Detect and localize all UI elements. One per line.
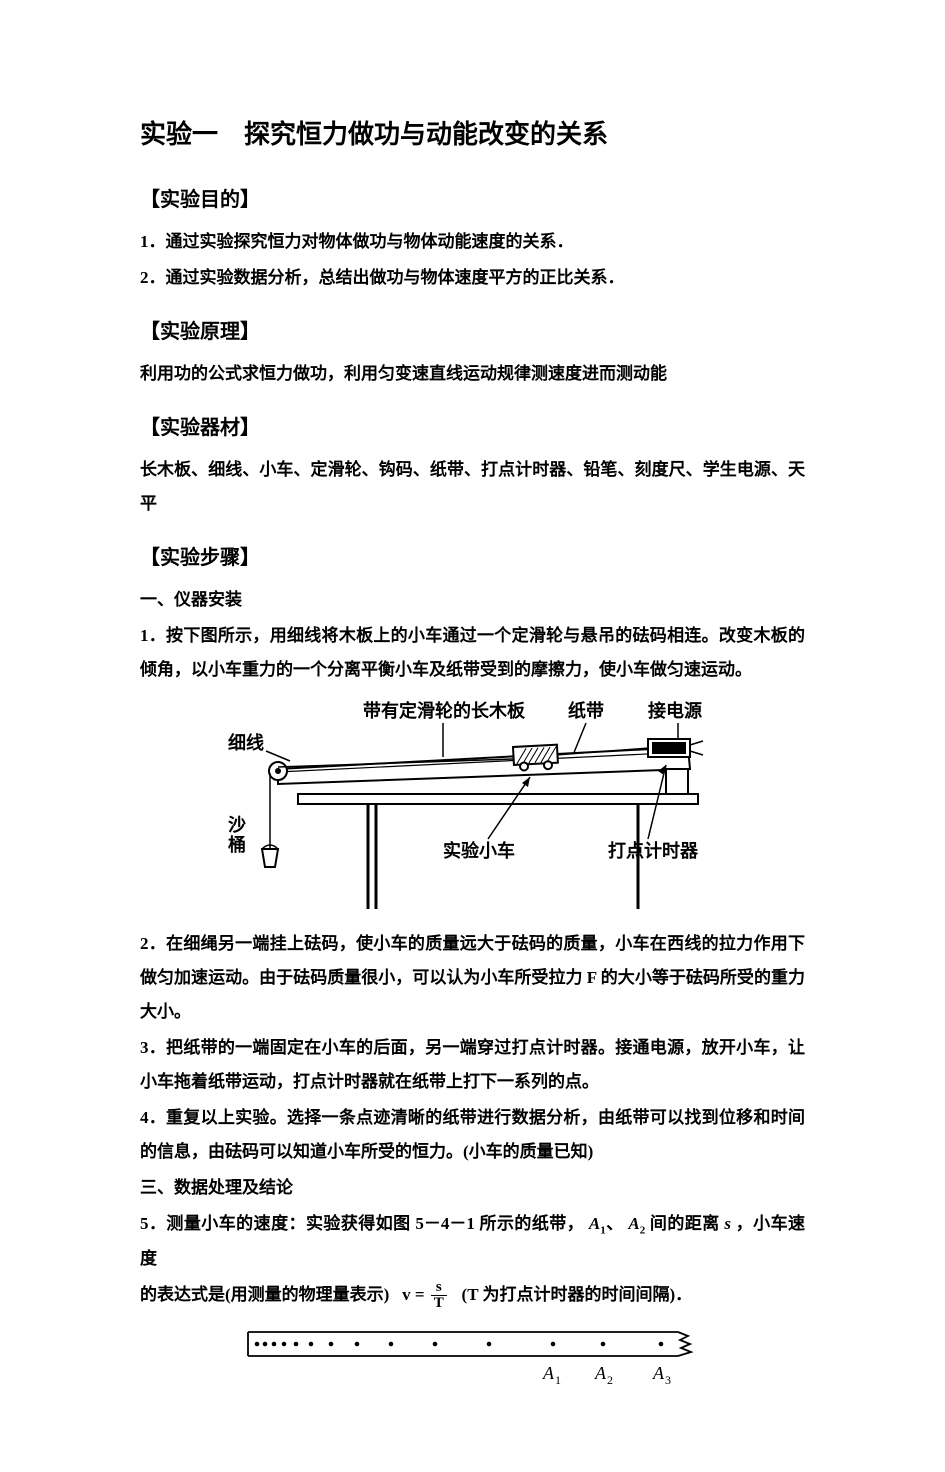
tape-label-A1: A [542, 1363, 555, 1383]
label-bucket-2: 桶 [228, 834, 246, 855]
label-board: 带有定滑轮的长木板 [363, 700, 526, 721]
section-purpose-head: 【实验目的】 [140, 181, 805, 219]
equipment-body: 长木板、细线、小车、定滑轮、钩码、纸带、打点计时器、铅笔、刻度尺、学生电源、天平 [140, 453, 805, 521]
tape-diagram: A 1 A 2 A 3 [140, 1324, 805, 1394]
step-5: 5．测量小车的速度：实验获得如图 5－4－1 所示的纸带， A1、 A2 间的距… [140, 1207, 805, 1275]
section-principle-head: 【实验原理】 [140, 313, 805, 351]
step-5-e: (T 为打点计时器的时间间隔)． [462, 1285, 693, 1304]
label-string: 细线 [228, 732, 264, 753]
tape-sub-3: 3 [665, 1373, 671, 1387]
label-timer: 打点计时器 [608, 840, 699, 861]
sym-s: s [724, 1214, 731, 1233]
step-5-line2: 的表达式是(用测量的物理量表示) v = s T (T 为打点计时器的时间间隔)… [140, 1278, 805, 1312]
formula-den: T [431, 1296, 447, 1312]
step-2: 2．在细绳另一端挂上砝码，使小车的质量远大于砝码的质量，小车在西线的拉力作用下做… [140, 927, 805, 1029]
sym-A2: A2 [628, 1214, 645, 1233]
step-5-b: 间的距离 [650, 1214, 720, 1233]
apparatus-diagram: 带有定滑轮的长木板 纸带 接电源 细线 [140, 699, 805, 909]
tape-sub-1: 1 [555, 1373, 561, 1387]
purpose-item-1: 1．通过实验探究恒力对物体做功与物体动能速度的关系． [140, 225, 805, 259]
steps-sub-1: 一、仪器安装 [140, 583, 805, 617]
apparatus-svg: 带有定滑轮的长木板 纸带 接电源 细线 [218, 699, 728, 909]
experiment-title: 实验一 探究恒力做功与动能改变的关系 [140, 110, 805, 159]
tape-label-A2: A [594, 1363, 607, 1383]
formula-num: s [431, 1280, 447, 1297]
step-4: 4．重复以上实验。选择一条点迹清晰的纸带进行数据分析，由纸带可以找到位移和时间的… [140, 1101, 805, 1169]
purpose-item-2: 2．通过实验数据分析，总结出做功与物体速度平方的正比关系． [140, 261, 805, 295]
steps-sub-2: 三、数据处理及结论 [140, 1171, 805, 1205]
formula-lhs: v = [402, 1285, 424, 1304]
tape-svg: A 1 A 2 A 3 [243, 1324, 703, 1394]
label-tape: 纸带 [568, 700, 604, 721]
document-page: 实验一 探究恒力做功与动能改变的关系 【实验目的】 1．通过实验探究恒力对物体做… [0, 0, 945, 1472]
label-power: 接电源 [648, 700, 702, 721]
step-5-a: 5．测量小车的速度：实验获得如图 5－4－1 所示的纸带， [140, 1214, 584, 1233]
principle-body: 利用功的公式求恒力做功，利用匀变速直线运动规律测速度进而测动能 [140, 357, 805, 391]
label-cart: 实验小车 [443, 840, 515, 861]
step-3: 3．把纸带的一端固定在小车的后面，另一端穿过打点计时器。接通电源，放开小车，让小… [140, 1031, 805, 1099]
tape-sub-2: 2 [607, 1373, 613, 1387]
tape-label-A3: A [652, 1363, 665, 1383]
step-1: 1．按下图所示，用细线将木板上的小车通过一个定滑轮与悬吊的砝码相连。改变木板的倾… [140, 619, 805, 687]
step-5-d: 的表达式是(用测量的物理量表示) [140, 1285, 389, 1304]
label-bucket-1: 沙 [228, 815, 246, 835]
formula-fraction: s T [431, 1280, 447, 1313]
section-equipment-head: 【实验器材】 [140, 409, 805, 447]
section-steps-head: 【实验步骤】 [140, 539, 805, 577]
sym-A1: A1 [589, 1214, 606, 1233]
